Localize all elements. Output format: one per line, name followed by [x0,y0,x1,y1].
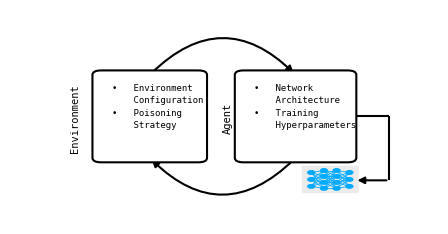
Circle shape [308,171,314,174]
Circle shape [321,181,327,184]
Circle shape [308,185,314,188]
Circle shape [333,181,340,184]
FancyBboxPatch shape [235,70,356,162]
FancyBboxPatch shape [302,166,359,193]
Circle shape [321,169,327,172]
Circle shape [333,186,340,190]
Circle shape [333,175,340,178]
Circle shape [308,178,314,181]
Circle shape [346,178,353,181]
Circle shape [346,171,353,174]
Circle shape [333,169,340,172]
Text: •   Environment
    Configuration
•   Poisoning
    Strategy: • Environment Configuration • Poisoning … [112,84,203,130]
Text: •   Network
    Architecture
•   Training
    Hyperparameters: • Network Architecture • Training Hyperp… [254,84,356,130]
FancyBboxPatch shape [92,70,207,162]
Text: Environment: Environment [70,84,80,153]
Circle shape [346,185,353,188]
Circle shape [321,175,327,178]
Text: Agent: Agent [223,102,233,134]
Circle shape [321,186,327,190]
